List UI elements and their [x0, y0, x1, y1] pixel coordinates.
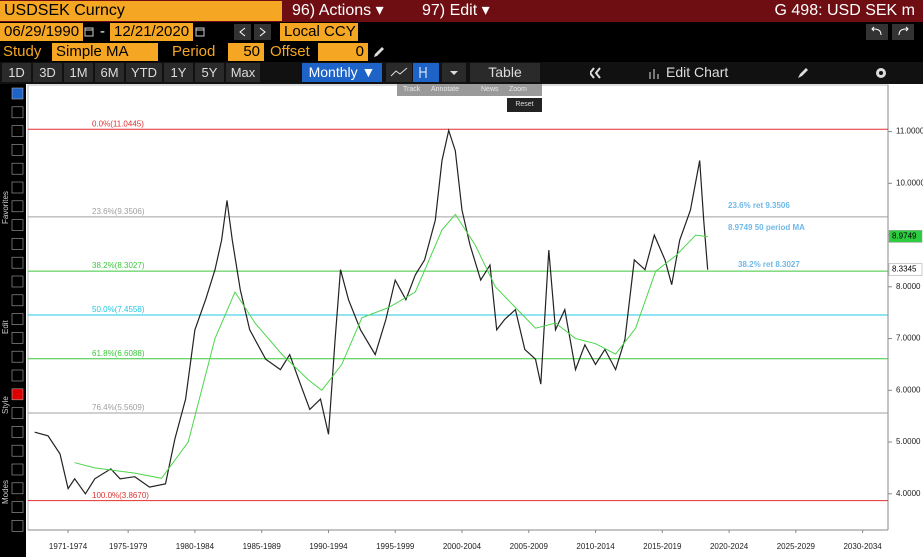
side-toolbar: Favorites Edit Style Modes	[0, 84, 26, 557]
range-button[interactable]: 5Y	[195, 63, 224, 82]
x-tick-label: 1990-1994	[309, 542, 348, 551]
y-axis-strip	[888, 85, 923, 557]
retracement-label: 50.0%(7.4558)	[92, 305, 145, 314]
annotation: 23.6% ret 9.3506	[728, 201, 790, 210]
edit-chart-button[interactable]: Edit Chart	[666, 64, 729, 80]
popup-button[interactable]: Zoom	[509, 86, 527, 93]
price-badge-label: 8.3345	[892, 265, 917, 274]
x-tick-label: 1985-1989	[243, 542, 282, 551]
retracement-label: 100.0%(3.8670)	[92, 491, 149, 500]
moving-average-line	[74, 213, 708, 479]
currency[interactable]: Local CCY	[280, 23, 358, 41]
retracement-label: 38.2%(8.3027)	[92, 261, 145, 270]
popup-button[interactable]: News	[481, 86, 499, 93]
x-tick-label: 2025-2029	[777, 542, 816, 551]
study[interactable]: Simple MA	[52, 43, 158, 61]
calendar-icon[interactable]	[195, 26, 205, 37]
side-label: Favorites	[1, 191, 10, 224]
x-tick-label: 1995-1999	[376, 542, 415, 551]
popup-bar	[397, 84, 542, 96]
x-tick-label: 1975-1979	[109, 542, 148, 551]
undo-redo[interactable]	[866, 24, 916, 40]
y-tick-label: 6.0000	[896, 385, 921, 394]
price-badge	[888, 263, 923, 276]
retracement-label: 61.8%(6.6088)	[92, 349, 145, 358]
plot-area	[27, 84, 889, 531]
retracement-label: 76.4%(5.5609)	[92, 403, 145, 412]
price-badge-label: 8.9749	[892, 231, 917, 240]
y-tick-label: 5.0000	[896, 437, 921, 446]
page-code: G 498: USD SEK m	[774, 2, 916, 19]
side-icons[interactable]	[0, 84, 26, 557]
side-label: Style	[1, 396, 10, 414]
x-tick-label: 1971-1974	[49, 542, 88, 551]
chart-popup: Track Annotate News Zoom Reset	[397, 84, 542, 113]
date-separator: -	[100, 23, 105, 40]
y-tick-label: 10.0000	[896, 178, 923, 187]
range-button[interactable]: 3D	[33, 63, 62, 82]
price-line	[34, 128, 709, 495]
annotation: 8.9749 50 period MA	[728, 223, 805, 232]
table-button[interactable]: Table	[470, 63, 540, 82]
security[interactable]: USDSEK Curncy	[0, 1, 282, 21]
side-label: Modes	[1, 479, 10, 504]
range-button[interactable]: 1Y	[164, 63, 193, 82]
retracement-label: 23.6%(9.3506)	[92, 207, 145, 216]
x-tick-label: 2015-2019	[643, 542, 682, 551]
chart-tools[interactable]	[386, 63, 466, 83]
side-label: Edit	[1, 320, 10, 334]
range-button[interactable]: YTD	[126, 63, 162, 82]
pencil-icon[interactable]	[372, 45, 386, 59]
study-label: Study	[3, 43, 42, 60]
frequency[interactable]: Monthly ▼	[302, 63, 382, 82]
reset-button[interactable]: Reset	[507, 98, 542, 112]
offset[interactable]: 0	[318, 43, 368, 61]
x-tick-label: 1980-1984	[176, 542, 215, 551]
range-button[interactable]: Max	[226, 63, 260, 82]
range-button[interactable]: 1M	[64, 63, 93, 82]
nav-buttons[interactable]	[234, 24, 274, 40]
title-bar: USDSEK Curncy 96) Actions ▾ 97) Edit ▾ G…	[0, 0, 923, 22]
x-tick-label: 2030-2034	[843, 542, 882, 551]
y-tick-label: 7.0000	[896, 334, 921, 343]
x-tick-label: 2010-2014	[576, 542, 615, 551]
range-bar: 1D 3D 1M 6M YTD 1Y 5Y Max Monthly ▼ Table Edit Cha…	[0, 62, 923, 84]
popup-button[interactable]: Annotate	[431, 86, 460, 93]
actions-menu[interactable]: 96) Actions ▾	[292, 2, 384, 19]
y-tick-label: 4.0000	[896, 489, 921, 498]
annotation: 38.2% ret 8.3027	[738, 260, 800, 269]
start-date[interactable]: 06/29/1990	[0, 23, 84, 41]
date-bar: 06/29/1990 - 12/21/2020 Local CCY	[0, 22, 923, 42]
range-button[interactable]: 1D	[2, 63, 31, 82]
toolbar-icons[interactable]	[590, 64, 890, 82]
period-label: Period	[172, 43, 216, 60]
y-tick-label: 8.0000	[896, 282, 921, 291]
end-date[interactable]: 12/21/2020	[110, 23, 194, 41]
popup-button[interactable]: Track	[403, 86, 421, 93]
x-tick-label: 2000-2004	[443, 542, 482, 551]
period[interactable]: 50	[228, 43, 264, 61]
y-tick-label: 11.0000	[896, 127, 923, 136]
retracement-label: 0.0%(11.0445)	[92, 119, 144, 128]
x-tick-label: 2020-2024	[710, 542, 749, 551]
edit-menu[interactable]: 97) Edit ▾	[422, 2, 490, 19]
offset-label: Offset	[270, 43, 310, 60]
study-bar: Study Simple MA Period 50 Offset 0	[0, 42, 923, 62]
range-button[interactable]: 6M	[95, 63, 124, 82]
calendar-icon[interactable]	[84, 26, 94, 37]
price-badge	[888, 230, 923, 243]
x-tick-label: 2005-2009	[510, 542, 549, 551]
